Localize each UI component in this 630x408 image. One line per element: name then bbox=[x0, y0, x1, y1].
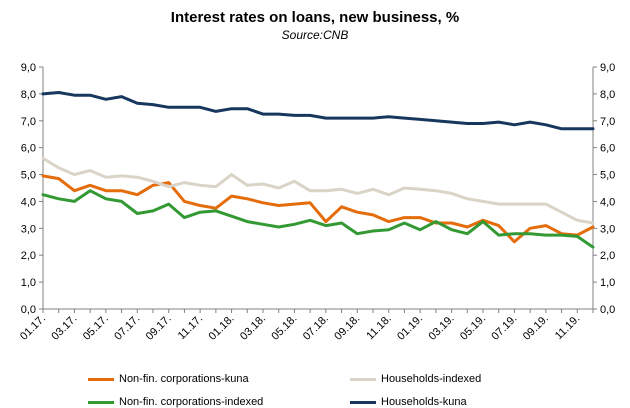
x-tick-label: 05.18. bbox=[269, 313, 299, 343]
y-tick-label-left: 7,0 bbox=[21, 116, 36, 128]
legend-swatch bbox=[350, 377, 376, 381]
legend-label: Households-kuna bbox=[381, 396, 467, 408]
legend-label: Non-fin. corporations-kuna bbox=[119, 373, 249, 385]
y-tick-label-right: 8,0 bbox=[600, 89, 615, 101]
tick-labels: 0,0 0,0 1,0 1,0 2,0 2,0 3,0 3,0 4,0 4,0 5,0 5,0 6,0 6… bbox=[18, 62, 615, 343]
legend-item-households-kuna: Households-kuna bbox=[350, 396, 467, 408]
legend-label: Non-fin. corporations-indexed bbox=[119, 396, 264, 408]
x-tick-label: 01.18. bbox=[207, 313, 237, 343]
legend-label: Households-indexed bbox=[381, 373, 482, 385]
x-tick-label: 09.17. bbox=[144, 313, 174, 343]
x-tick-label: 07.18. bbox=[301, 313, 331, 343]
legend-item-households-indexed: Households-indexed bbox=[350, 373, 481, 385]
y-tick-label-right: 4,0 bbox=[600, 196, 615, 208]
x-tick-label: 09.18. bbox=[332, 313, 362, 343]
y-tick-label-left: 1,0 bbox=[21, 277, 36, 289]
y-tick-label-left: 9,0 bbox=[21, 62, 36, 74]
y-tick-label-left: 0,0 bbox=[21, 304, 36, 316]
x-tick-label: 11.18. bbox=[364, 313, 394, 343]
x-tick-label: 03.17. bbox=[49, 313, 79, 343]
legend-item-non-fin-corporations-indexed: Non-fin. corporations-indexed bbox=[88, 396, 263, 408]
axes bbox=[39, 66, 597, 313]
y-tick-label-left: 3,0 bbox=[21, 223, 36, 235]
legend-swatch bbox=[88, 400, 114, 404]
chart-subtitle: Source:CNB bbox=[281, 28, 349, 42]
series-line-households-indexed bbox=[41, 156, 595, 225]
y-tick-label-right: 3,0 bbox=[600, 223, 615, 235]
y-tick-label-right: 2,0 bbox=[600, 250, 615, 262]
x-tick-label: 07.17. bbox=[112, 313, 142, 343]
series-line-non-fin-corporations-indexed bbox=[41, 189, 595, 249]
legend-swatch bbox=[88, 377, 114, 381]
y-tick-label-right: 1,0 bbox=[600, 277, 615, 289]
y-tick-label-left: 8,0 bbox=[21, 89, 36, 101]
y-tick-label-left: 4,0 bbox=[21, 196, 36, 208]
y-tick-label-right: 9,0 bbox=[600, 62, 615, 74]
chart-title: Interest rates on loans, new business, % bbox=[170, 9, 460, 26]
y-tick-label-left: 2,0 bbox=[21, 250, 36, 262]
legend-swatch bbox=[350, 400, 376, 404]
series-line-non-fin-corporations-kuna bbox=[41, 174, 595, 244]
x-tick-label: 03.18. bbox=[238, 313, 268, 343]
y-tick-label-right: 5,0 bbox=[600, 170, 615, 182]
y-tick-label-right: 0,0 bbox=[600, 304, 615, 316]
series-lines bbox=[41, 91, 595, 249]
x-tick-label: 05.17. bbox=[81, 313, 111, 343]
y-tick-label-left: 6,0 bbox=[21, 143, 36, 155]
x-tick-label: 09.19. bbox=[521, 313, 551, 343]
series-line-households-kuna bbox=[41, 91, 595, 131]
x-tick-label: 03.19. bbox=[427, 313, 457, 343]
y-tick-label-right: 7,0 bbox=[600, 116, 615, 128]
x-tick-label: 01.19. bbox=[395, 313, 425, 343]
y-tick-label-left: 5,0 bbox=[21, 170, 36, 182]
y-tick-label-right: 6,0 bbox=[600, 143, 615, 155]
x-tick-label: 11.17. bbox=[176, 313, 206, 343]
x-tick-label: 05.19. bbox=[458, 313, 488, 343]
legend-item-non-fin-corporations-kuna: Non-fin. corporations-kuna bbox=[88, 373, 249, 385]
x-tick-label: 01.17. bbox=[18, 313, 48, 343]
x-tick-label: 07.19. bbox=[489, 313, 519, 343]
x-tick-label: 11.19. bbox=[553, 313, 583, 343]
